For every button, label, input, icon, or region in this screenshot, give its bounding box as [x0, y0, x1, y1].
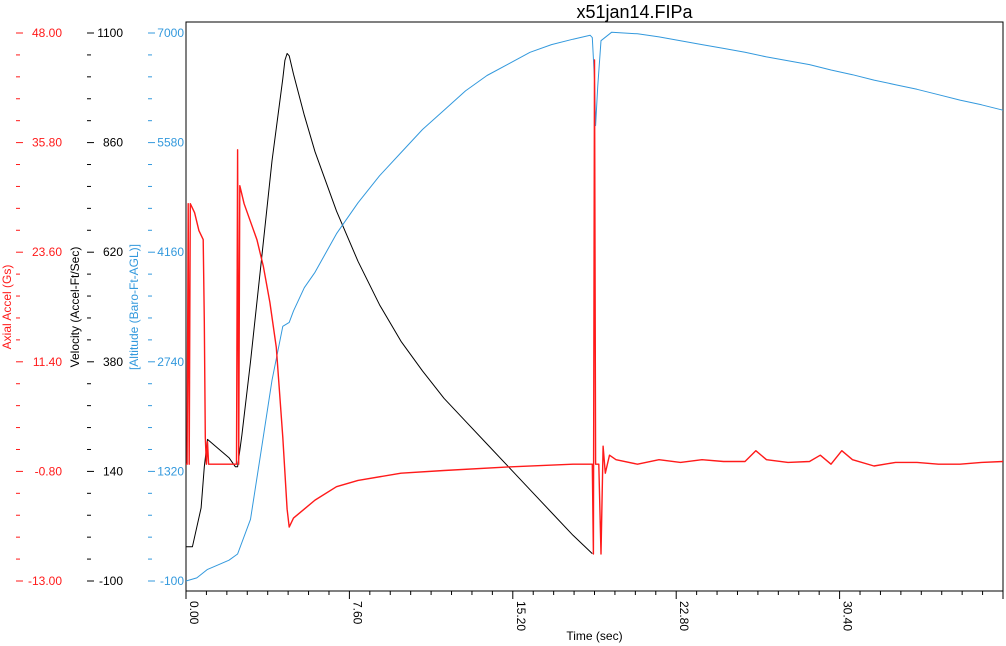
y-tick-label: 860 [103, 136, 123, 150]
y-tick-label: 4160 [157, 245, 184, 259]
y-tick-label: -100 [99, 574, 123, 588]
y-tick-label: 7000 [157, 26, 184, 40]
y-axis-label: Velocity (Accel-Ft/Sec) [68, 247, 82, 368]
y-tick-label: 1320 [157, 464, 184, 478]
altitude-series-line [185, 31, 1004, 582]
y-tick-label: 48.00 [32, 26, 62, 40]
x-tick-label: 15.20 [514, 601, 528, 631]
x-tick-label: 0.00 [187, 601, 201, 625]
y-tick-label: 380 [103, 355, 123, 369]
y-tick-label: 35.80 [32, 136, 62, 150]
y-axis-label: Axial Accel (Gs) [0, 265, 14, 350]
y-axis-label: [Altitude (Baro-Ft-AGL)] [127, 244, 141, 370]
y-tick-label: 11.40 [33, 355, 62, 369]
y-tick-label: 620 [103, 245, 123, 259]
y-tick-label: 2740 [157, 355, 184, 369]
x-axis-label: Time (sec) [566, 629, 622, 643]
y-tick-label: 140 [103, 464, 123, 478]
accel-series-line [186, 59, 1004, 555]
y-tick-label: 1100 [97, 26, 123, 40]
y-tick-label: 23.60 [32, 245, 62, 259]
y-tick-label: 5580 [157, 136, 184, 150]
velocity-series-line [186, 53, 593, 554]
chart-title: x51jan14.FIPa [576, 2, 693, 22]
x-tick-label: 22.80 [677, 601, 691, 631]
x-tick-label: 38.00 [1004, 601, 1006, 631]
x-tick-label: 7.60 [350, 601, 364, 625]
y-tick-label: -100 [160, 574, 184, 588]
y-tick-label: -13.00 [28, 574, 62, 588]
y-tick-label: -0.80 [35, 464, 63, 478]
x-tick-label: 30.40 [841, 601, 855, 631]
